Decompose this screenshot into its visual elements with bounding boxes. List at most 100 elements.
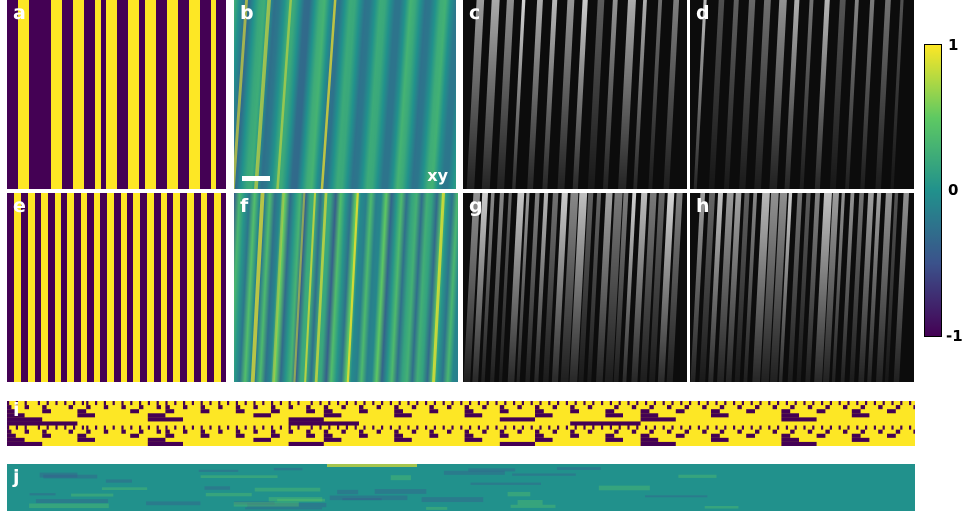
code-cell bbox=[68, 429, 73, 434]
camera-streak bbox=[829, 0, 846, 189]
pattern-stripe bbox=[189, 0, 200, 189]
code-cell bbox=[755, 429, 760, 434]
code-cell bbox=[279, 401, 282, 406]
code-cell bbox=[376, 405, 381, 410]
code-cell bbox=[803, 401, 806, 406]
code-cell bbox=[535, 413, 553, 418]
pattern-stripe bbox=[18, 0, 29, 189]
code-cell bbox=[253, 429, 258, 434]
field-strip-ripple bbox=[204, 486, 231, 490]
code-cell bbox=[7, 401, 10, 406]
code-cell bbox=[680, 401, 683, 406]
code-cell bbox=[653, 425, 656, 430]
code-cell bbox=[873, 401, 876, 406]
code-cell bbox=[535, 405, 540, 410]
code-cell bbox=[121, 405, 126, 410]
code-cell bbox=[447, 405, 452, 410]
code-cell bbox=[847, 401, 850, 406]
field-streak bbox=[320, 0, 337, 189]
code-cell bbox=[851, 409, 861, 414]
camera-streak bbox=[699, 193, 716, 382]
panel-i-binary-code-strip: i bbox=[7, 401, 915, 446]
field-streak bbox=[346, 193, 359, 382]
code-cell bbox=[618, 425, 621, 430]
code-cell bbox=[499, 405, 505, 410]
code-cell bbox=[165, 433, 175, 438]
camera-streak bbox=[845, 0, 859, 189]
pattern-stripe bbox=[94, 193, 100, 382]
code-cell bbox=[323, 429, 329, 434]
code-cell bbox=[913, 429, 915, 434]
code-cell bbox=[306, 409, 315, 414]
code-cell bbox=[570, 429, 575, 434]
code-cell bbox=[482, 405, 487, 410]
field-strip-ripple bbox=[470, 482, 541, 485]
code-cell bbox=[68, 405, 73, 410]
camera-streak bbox=[613, 193, 629, 382]
field-background bbox=[234, 193, 458, 382]
code-cell bbox=[64, 401, 67, 406]
code-cell bbox=[653, 401, 656, 406]
code-cell bbox=[381, 401, 384, 406]
code-cell bbox=[816, 433, 826, 438]
pattern-stripe bbox=[95, 0, 101, 189]
code-cell bbox=[552, 429, 557, 434]
panel-label-h: h bbox=[696, 195, 710, 217]
code-cell bbox=[310, 401, 313, 406]
code-cell bbox=[865, 425, 868, 430]
scale-bar bbox=[242, 176, 270, 181]
code-cell bbox=[306, 405, 311, 410]
code-cell bbox=[530, 425, 533, 430]
field-streak bbox=[234, 0, 248, 189]
code-cell bbox=[499, 433, 509, 438]
camera-streak bbox=[631, 193, 648, 382]
field-strip-ripple bbox=[507, 491, 531, 497]
code-cell bbox=[288, 421, 359, 426]
camera-streak bbox=[516, 193, 530, 382]
code-cell bbox=[605, 409, 615, 414]
colorbar-max-label: 1 bbox=[948, 36, 959, 54]
code-cell bbox=[609, 401, 612, 406]
camera-streak bbox=[551, 193, 568, 382]
code-cell bbox=[165, 429, 170, 434]
code-cell bbox=[847, 425, 850, 430]
code-cell bbox=[640, 409, 650, 414]
camera-streak bbox=[849, 193, 864, 382]
code-cell bbox=[794, 425, 797, 430]
code-cell bbox=[24, 429, 29, 434]
code-cell bbox=[794, 401, 797, 406]
camera-streak bbox=[708, 0, 725, 189]
code-cell bbox=[614, 429, 619, 434]
camera-streak bbox=[481, 0, 500, 189]
code-cell bbox=[812, 401, 815, 406]
code-cell bbox=[37, 401, 40, 406]
code-cell bbox=[165, 405, 170, 410]
code-cell bbox=[235, 401, 238, 406]
code-cell bbox=[636, 401, 639, 406]
code-cell bbox=[24, 401, 27, 406]
code-cell bbox=[323, 413, 342, 418]
code-cell bbox=[601, 425, 604, 430]
code-cell bbox=[882, 401, 885, 406]
code-cell bbox=[253, 405, 258, 410]
code-cell bbox=[887, 409, 896, 414]
code-cell bbox=[557, 425, 560, 430]
camera-streak bbox=[596, 193, 613, 382]
code-cell bbox=[200, 429, 205, 434]
pattern-stripe bbox=[73, 0, 84, 189]
code-cell bbox=[803, 425, 806, 430]
field-strip-ripple bbox=[273, 467, 303, 471]
code-cell bbox=[7, 437, 25, 442]
code-cell bbox=[359, 405, 364, 410]
field-strip-ripple bbox=[704, 505, 739, 509]
camera-streak bbox=[663, 0, 680, 189]
code-cell bbox=[662, 425, 665, 430]
code-cell bbox=[464, 433, 474, 438]
code-cell bbox=[746, 433, 755, 438]
code-cell bbox=[715, 425, 718, 430]
code-cell bbox=[570, 405, 575, 410]
field-strip-highlight bbox=[327, 464, 417, 467]
code-cell bbox=[376, 429, 381, 434]
code-cell bbox=[530, 401, 533, 406]
code-cell bbox=[183, 425, 186, 430]
